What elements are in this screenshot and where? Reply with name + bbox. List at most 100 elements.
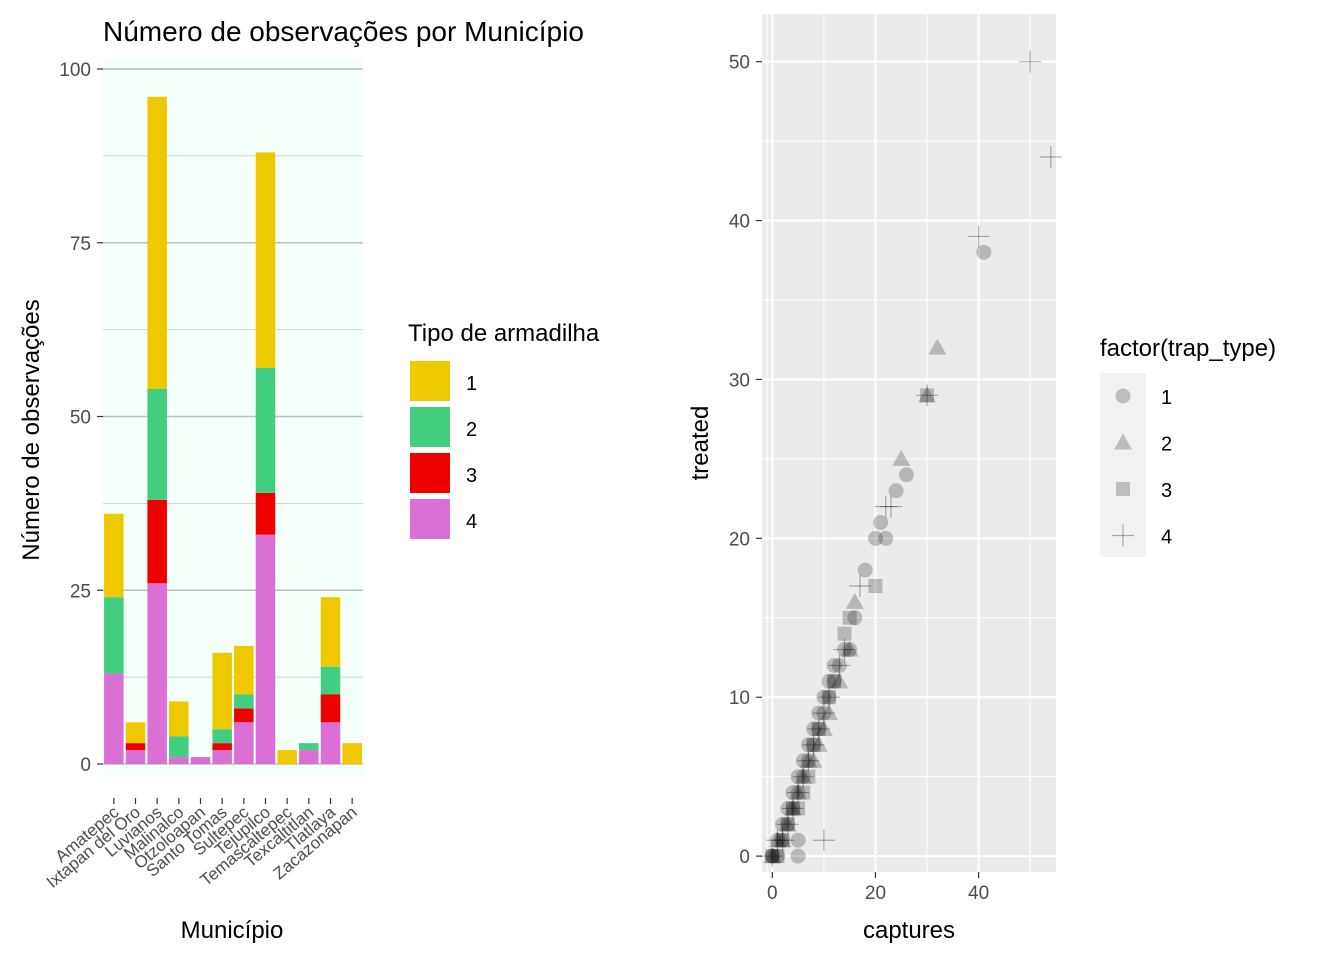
scatter-point-circle xyxy=(847,610,863,626)
bar-segment xyxy=(125,743,146,751)
scatter-point-circle xyxy=(873,514,889,530)
bar-segment xyxy=(125,722,146,744)
scatter-point-triangle xyxy=(789,783,808,800)
scatter-point-triangle xyxy=(778,815,797,832)
bar-y-tick-label: 75 xyxy=(70,234,91,255)
bar-x-axis-label: Município xyxy=(181,917,284,944)
scatter-point-circle xyxy=(785,800,801,816)
scatter-point-circle xyxy=(764,848,780,864)
scatter-point-triangle xyxy=(918,386,937,403)
bar-legend-key xyxy=(408,451,452,495)
scatter-point-triangle xyxy=(794,767,813,784)
bar-segment xyxy=(125,750,146,764)
scatter-point-circle xyxy=(816,689,832,705)
bar-legend-title: Tipo de armadilha xyxy=(408,320,600,347)
scatter-point-circle xyxy=(775,816,791,832)
scatter-point-circle xyxy=(775,832,791,848)
scatter-point-cross xyxy=(761,845,784,868)
scatter-point-circle xyxy=(806,721,822,737)
scatter-point-circle xyxy=(780,800,796,816)
scatter-point-circle xyxy=(878,530,894,546)
scatter-point-square xyxy=(811,722,826,736)
bar-segment xyxy=(212,652,232,730)
scatter-point-triangle xyxy=(892,449,911,466)
scatter-point-cross xyxy=(828,654,851,677)
bar-legend-label: 1 xyxy=(466,373,477,395)
scatter-point-square xyxy=(770,849,785,864)
scatter-point-circle xyxy=(806,737,822,753)
scatter-point-square xyxy=(822,690,837,705)
scatter-x-axis-label: captures xyxy=(863,917,955,944)
bar-y-tick-label: 50 xyxy=(70,408,91,429)
scatter-point-triangle xyxy=(799,751,818,768)
bar-segment xyxy=(255,534,276,764)
bar-segment xyxy=(104,673,124,764)
scatter-point-circle xyxy=(898,467,914,483)
scatter-point-cross xyxy=(781,797,804,820)
bar-legend-label: 4 xyxy=(466,511,477,533)
bar-segment xyxy=(234,645,254,695)
scatter-point-circle xyxy=(790,769,806,785)
scatter-x-tick-label: 0 xyxy=(767,883,778,904)
bar-segment xyxy=(234,708,254,723)
bar-y-axis: 0 25 50 75 100 xyxy=(59,60,103,776)
bar-segment xyxy=(212,729,232,744)
scatter-point-cross xyxy=(792,765,815,788)
bar-segment xyxy=(299,750,319,764)
scatter-grid xyxy=(762,14,1056,872)
scatter-point-circle xyxy=(800,737,816,753)
scatter-legend-title: factor(trap_type) xyxy=(1100,335,1276,362)
bar-segment xyxy=(234,694,254,709)
bar-chart-title: Número de observações por Município xyxy=(103,16,584,47)
scatter-x-tick-label: 20 xyxy=(865,883,886,904)
scatter-legend-key-circle xyxy=(1115,388,1131,404)
bar-segment xyxy=(147,96,167,389)
scatter-point-triangle xyxy=(768,831,787,848)
scatter-point-square xyxy=(837,626,852,641)
scatter-point-cross xyxy=(807,718,830,740)
scatter-legend-label: 1 xyxy=(1161,387,1172,409)
bar-segment xyxy=(234,722,254,764)
scatter-legend-label: 3 xyxy=(1161,480,1172,502)
scatter-y-axis-label: treated xyxy=(687,406,714,481)
scatter-point-circle xyxy=(821,673,837,689)
scatter-point-square xyxy=(780,817,795,832)
scatter-legend-key-triangle xyxy=(1114,433,1132,450)
scatter-point-circle xyxy=(837,642,853,658)
bar-segment xyxy=(255,152,276,368)
scatter-series xyxy=(761,50,1062,868)
scatter-legend-key-square xyxy=(1116,482,1130,496)
bar-grid xyxy=(103,68,363,765)
bar-y-axis-label: Número de observações xyxy=(18,299,45,560)
bar-segment xyxy=(104,597,124,674)
scatter-point-circle xyxy=(976,244,992,260)
bar-segment xyxy=(320,597,341,667)
scatter-y-axis: 0 10 20 30 40 50 xyxy=(729,53,762,868)
scatter-point-triangle xyxy=(928,338,947,355)
scatter-legend-label: 4 xyxy=(1161,527,1172,549)
scatter-point-square xyxy=(796,785,811,800)
scatter-point-square xyxy=(801,769,816,784)
scatter-point-cross xyxy=(812,829,835,852)
scatter-point-square xyxy=(791,801,806,816)
scatter-point-triangle xyxy=(814,720,833,736)
bar-segment xyxy=(147,388,167,500)
scatter-point-circle xyxy=(769,848,785,864)
scatter-legend-label: 2 xyxy=(1161,434,1172,456)
scatter-point-triangle xyxy=(809,735,828,752)
scatter-point-square xyxy=(775,833,790,848)
scatter-x-axis: 0 20 40 xyxy=(767,872,989,904)
scatter-point-cross xyxy=(802,733,825,756)
scatter-point-cross xyxy=(849,575,871,597)
scatter-point-cross xyxy=(812,702,835,725)
bar-legend-key xyxy=(408,359,452,403)
bar-y-tick-label: 25 xyxy=(70,581,91,602)
scatter-legend: factor(trap_type) 1 2 3 4 xyxy=(1100,335,1276,557)
scatter-point-cross xyxy=(874,495,897,518)
bar-segment xyxy=(169,701,189,737)
scatter-x-tick-label: 40 xyxy=(968,883,989,904)
scatter-y-tick-label: 40 xyxy=(729,212,750,233)
scatter-point-triangle xyxy=(845,592,864,609)
scatter-point-circle xyxy=(857,562,873,578)
